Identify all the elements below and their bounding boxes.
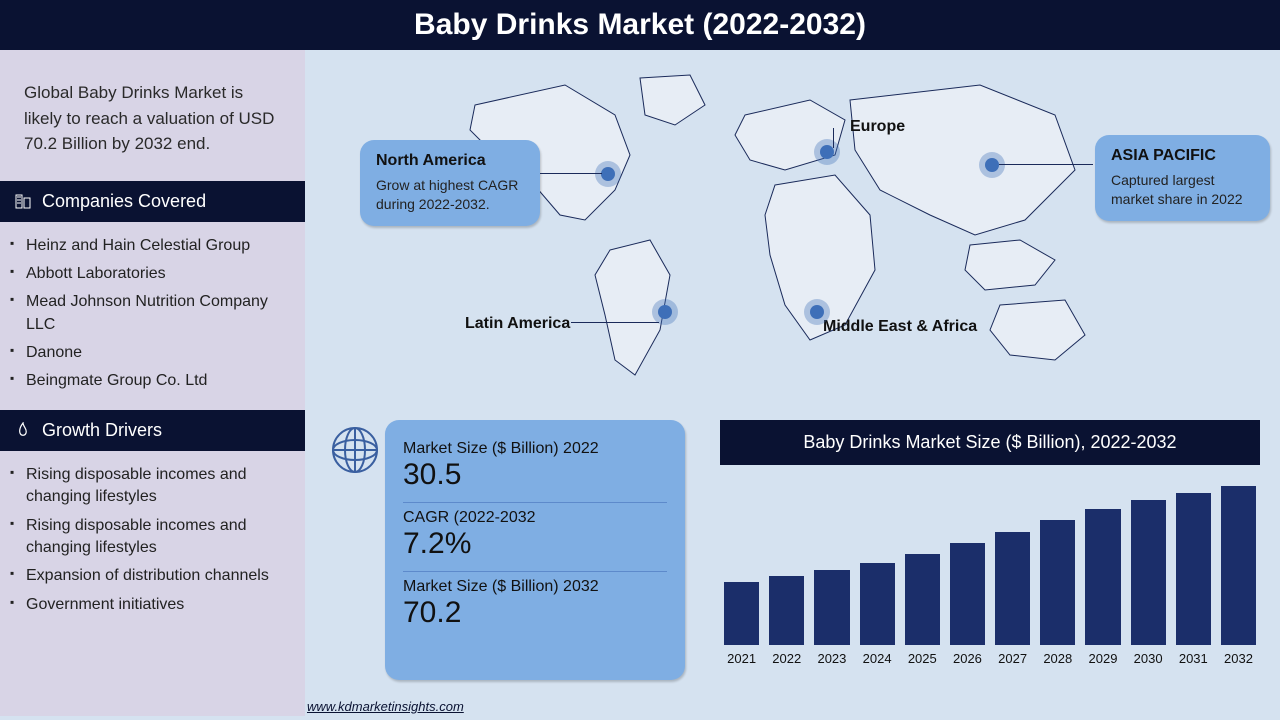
- sidebar: Global Baby Drinks Market is likely to r…: [0, 50, 305, 716]
- region-apac-title: ASIA PACIFIC: [1111, 147, 1254, 165]
- region-box-apac: ASIA PACIFIC Captured largest market sha…: [1095, 135, 1270, 221]
- metric-cagr-label: CAGR (2022-2032: [403, 509, 667, 527]
- chart-bar: [1176, 493, 1211, 645]
- list-item: Danone: [4, 339, 297, 367]
- metric-2022: Market Size ($ Billion) 2022 30.5: [403, 434, 667, 503]
- chart-xlabel: 2029: [1085, 651, 1120, 666]
- marker-latam: [658, 305, 672, 319]
- chart-xlabel: 2028: [1040, 651, 1075, 666]
- drivers-heading-label: Growth Drivers: [42, 420, 162, 441]
- chart-bar: [995, 532, 1030, 645]
- chart-xlabel: 2030: [1131, 651, 1166, 666]
- marker-na: [601, 167, 615, 181]
- leader-latam: [571, 322, 659, 323]
- globe-icon: [329, 424, 381, 476]
- list-item: Mead Johnson Nutrition Company LLC: [4, 288, 297, 339]
- region-mea-label: Middle East & Africa: [823, 318, 977, 336]
- metric-2032: Market Size ($ Billion) 2032 70.2: [403, 572, 667, 640]
- list-item: Government initiatives: [4, 591, 297, 619]
- chart-bar: [950, 543, 985, 645]
- chart-bar: [1085, 509, 1120, 645]
- region-na-title: North America: [376, 152, 524, 170]
- leader-apac: [999, 164, 1093, 165]
- chart-xlabel: 2024: [860, 651, 895, 666]
- chart-xlabel: 2026: [950, 651, 985, 666]
- metric-2022-value: 30.5: [403, 458, 667, 492]
- world-map: North America Grow at highest CAGR durin…: [315, 60, 1270, 400]
- list-item: Heinz and Hain Celestial Group: [4, 232, 297, 260]
- list-item: Abbott Laboratories: [4, 260, 297, 288]
- chart-bar: [1131, 500, 1166, 645]
- bar-chart: Baby Drinks Market Size ($ Billion), 202…: [720, 420, 1260, 666]
- region-europe-label: Europe: [850, 118, 905, 136]
- source-link[interactable]: www.kdmarketinsights.com: [307, 699, 464, 714]
- chart-xlabel: 2021: [724, 651, 759, 666]
- drivers-list: Rising disposable incomes and changing l…: [0, 451, 305, 633]
- chart-xlabel: 2031: [1176, 651, 1211, 666]
- chart-bar: [1040, 520, 1075, 645]
- region-latam-label: Latin America: [465, 315, 570, 333]
- chart-bar: [724, 582, 759, 645]
- chart-bar: [860, 563, 895, 645]
- metrics-card: Market Size ($ Billion) 2022 30.5 CAGR (…: [385, 420, 685, 680]
- marker-eu: [820, 145, 834, 159]
- chart-xlabel: 2027: [995, 651, 1030, 666]
- list-item: Rising disposable incomes and changing l…: [4, 512, 297, 563]
- drivers-heading: Growth Drivers: [0, 410, 305, 451]
- companies-heading: Companies Covered: [0, 181, 305, 222]
- companies-list: Heinz and Hain Celestial GroupAbbott Lab…: [0, 222, 305, 410]
- chart-xlabel: 2023: [814, 651, 849, 666]
- metric-2032-value: 70.2: [403, 596, 667, 630]
- leader-eu-v: [833, 128, 834, 148]
- marker-apac: [985, 158, 999, 172]
- chart-bar: [769, 576, 804, 645]
- intro-text: Global Baby Drinks Market is likely to r…: [0, 50, 305, 181]
- marker-mea: [810, 305, 824, 319]
- list-item: Beingmate Group Co. Ltd: [4, 367, 297, 395]
- chart-title: Baby Drinks Market Size ($ Billion), 202…: [720, 420, 1260, 465]
- region-apac-desc: Captured largest market share in 2022: [1111, 171, 1254, 209]
- metric-2022-label: Market Size ($ Billion) 2022: [403, 440, 667, 458]
- chart-xlabel: 2025: [905, 651, 940, 666]
- page-title: Baby Drinks Market (2022-2032): [0, 0, 1280, 50]
- region-na-desc: Grow at highest CAGR during 2022-2032.: [376, 176, 524, 214]
- flame-icon: [14, 421, 32, 439]
- leader-na: [540, 173, 602, 174]
- chart-xlabel: 2022: [769, 651, 804, 666]
- companies-heading-label: Companies Covered: [42, 191, 206, 212]
- chart-bar: [1221, 486, 1256, 645]
- list-item: Expansion of distribution channels: [4, 562, 297, 590]
- main-area: North America Grow at highest CAGR durin…: [305, 50, 1280, 716]
- metric-cagr: CAGR (2022-2032 7.2%: [403, 503, 667, 572]
- region-box-na: North America Grow at highest CAGR durin…: [360, 140, 540, 226]
- metric-cagr-value: 7.2%: [403, 527, 667, 561]
- buildings-icon: [14, 192, 32, 210]
- chart-bar: [814, 570, 849, 645]
- metric-2032-label: Market Size ($ Billion) 2032: [403, 578, 667, 596]
- chart-xlabel: 2032: [1221, 651, 1256, 666]
- chart-bar: [905, 554, 940, 645]
- list-item: Rising disposable incomes and changing l…: [4, 461, 297, 512]
